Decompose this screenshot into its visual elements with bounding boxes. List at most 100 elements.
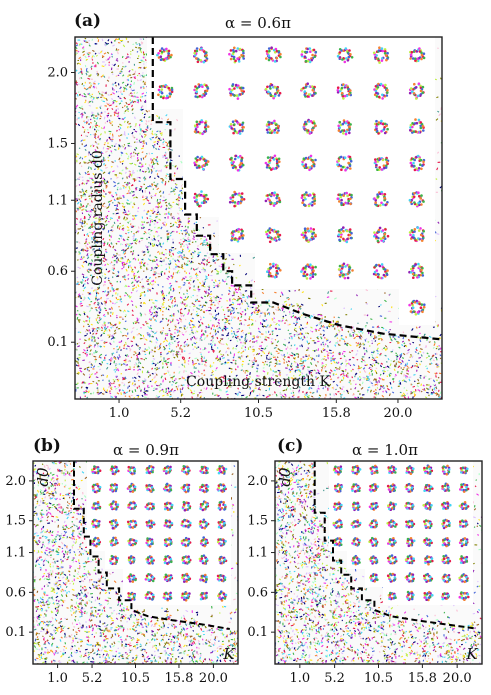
swarm-mark (412, 385, 416, 388)
swarm-mark (106, 242, 109, 245)
swarm-mark (402, 352, 406, 356)
swarm-mark (179, 344, 182, 347)
swarm-mark (75, 81, 78, 84)
swarm-mark (408, 378, 411, 382)
swarm-mark (85, 238, 88, 241)
swarm-mark (95, 351, 98, 354)
swarm-mark (230, 378, 233, 382)
swarm-mark (193, 305, 196, 308)
swarm-mark (142, 194, 145, 198)
swarm-mark (90, 336, 93, 339)
swarm-mark (108, 56, 111, 59)
swarm-mark (86, 366, 90, 369)
swarm-mark (353, 329, 356, 333)
swarm-mark (143, 83, 146, 86)
swarm-mark (118, 118, 121, 121)
swarm-mark (168, 327, 171, 330)
swarm-mark (301, 291, 305, 294)
swarm-mark (188, 238, 191, 242)
swarm-mark (280, 353, 284, 357)
swarm-mark (98, 368, 102, 371)
swarm-mark (111, 73, 114, 76)
swarm-mark (230, 316, 233, 320)
swarm-mark (292, 312, 295, 315)
swarm-mark (178, 223, 181, 227)
swarm-mark (225, 318, 228, 322)
swarm-mark (117, 90, 120, 93)
swarm-mark (176, 259, 179, 262)
swarm-mark (124, 146, 127, 150)
swarm-mark (383, 369, 385, 371)
swarm-mark (183, 262, 186, 266)
swarm-mark (78, 111, 80, 114)
swarm-mark (133, 234, 135, 236)
swarm-mark (328, 341, 332, 344)
swarm-mark (104, 219, 108, 223)
swarm-mark (234, 392, 238, 395)
swarm-mark (319, 333, 322, 336)
swarm-mark (126, 192, 129, 195)
swarm-mark (98, 259, 102, 263)
swarm-mark (88, 329, 91, 332)
swarm-mark (352, 356, 355, 359)
swarm-mark (211, 370, 214, 373)
swarm-mark (179, 189, 183, 192)
swarm-mark (141, 250, 144, 253)
swarm-mark (157, 175, 160, 178)
swarm-mark (295, 330, 298, 333)
swarm-mark (110, 178, 112, 180)
swarm-mark (338, 351, 342, 354)
swarm-mark (321, 366, 324, 369)
swarm-mark (215, 366, 218, 370)
swarm-mark (101, 241, 104, 245)
swarm-mark (345, 362, 349, 365)
swarm-mark (326, 339, 329, 342)
swarm-mark (145, 393, 148, 396)
swarm-mark (81, 188, 84, 192)
swarm-mark (157, 137, 161, 140)
swarm-mark (139, 98, 142, 102)
swarm-mark (277, 352, 280, 355)
swarm-mark (403, 396, 407, 399)
swarm-mark (166, 277, 169, 280)
swarm-mark (197, 290, 201, 293)
swarm-mark (121, 334, 125, 337)
swarm-mark (99, 209, 102, 212)
swarm-mark (144, 313, 147, 316)
swarm-mark (112, 266, 115, 270)
swarm-mark (84, 198, 87, 201)
swarm-mark (192, 280, 195, 283)
swarm-mark (126, 199, 129, 202)
swarm-mark (158, 226, 161, 229)
swarm-mark (432, 359, 435, 362)
swarm-mark (124, 395, 127, 397)
swarm-mark (193, 325, 196, 328)
swarm-mark (127, 258, 130, 261)
swarm-mark (190, 371, 193, 375)
swarm-mark (236, 328, 240, 331)
swarm-mark (257, 352, 261, 355)
swarm-mark (101, 204, 104, 208)
swarm-mark (322, 333, 325, 337)
swarm-mark (371, 384, 374, 387)
swarm-mark (102, 257, 106, 260)
swarm-mark (215, 313, 218, 317)
swarm-mark (436, 167, 439, 171)
swarm-mark (259, 335, 262, 338)
swarm-mark (141, 105, 144, 108)
swarm-mark (332, 325, 334, 328)
swarm-mark (401, 344, 404, 347)
swarm-mark (111, 325, 114, 329)
swarm-mark (150, 229, 153, 232)
swarm-mark (259, 345, 263, 347)
swarm-mark (86, 368, 89, 371)
swarm-mark (107, 270, 111, 273)
swarm-mark (423, 375, 426, 377)
swarm-mark (290, 362, 293, 365)
swarm-mark (91, 307, 93, 310)
swarm-mark (95, 54, 98, 57)
swarm-mark (183, 340, 187, 344)
swarm-mark (76, 153, 79, 156)
swarm-mark (93, 346, 96, 348)
swarm-mark (84, 55, 87, 59)
